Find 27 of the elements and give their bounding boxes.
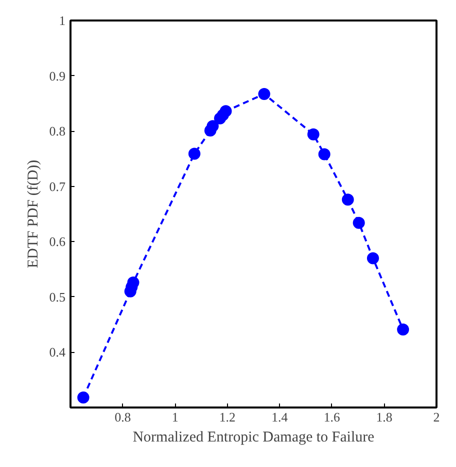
x-tick-label: 1.8 [376, 410, 392, 424]
point [77, 392, 90, 404]
point [397, 324, 410, 336]
point [188, 148, 200, 160]
x-axis-title: Normalized Entropic Damage to Failure [132, 430, 375, 446]
x-tick-label: 1.4 [272, 410, 288, 424]
point [342, 194, 354, 206]
x-tick-label: 2 [433, 410, 440, 424]
point [307, 128, 320, 140]
y-axis-title: EDTF PDF (f(D)) [25, 160, 42, 268]
y-tick-label: 0.9 [49, 68, 66, 84]
point [220, 105, 232, 118]
point [258, 88, 270, 100]
y-tick-label: 0.8 [49, 124, 66, 139]
y-tick-label: 1 [59, 13, 66, 28]
x-tick-label: 0.8 [114, 410, 131, 424]
x-tick-label: 1.6 [324, 410, 341, 424]
point [366, 252, 379, 264]
y-tick-label: 0.6 [49, 234, 66, 250]
x-tick-label: 1.2 [219, 410, 236, 424]
point [352, 216, 365, 229]
y-tick-label: 0.7 [49, 178, 66, 194]
point [318, 148, 330, 160]
point [206, 120, 219, 132]
y-tick-label: 0.4 [49, 344, 66, 360]
x-tick-label: 1 [172, 410, 178, 424]
y-tick-label: 0.5 [49, 289, 66, 304]
